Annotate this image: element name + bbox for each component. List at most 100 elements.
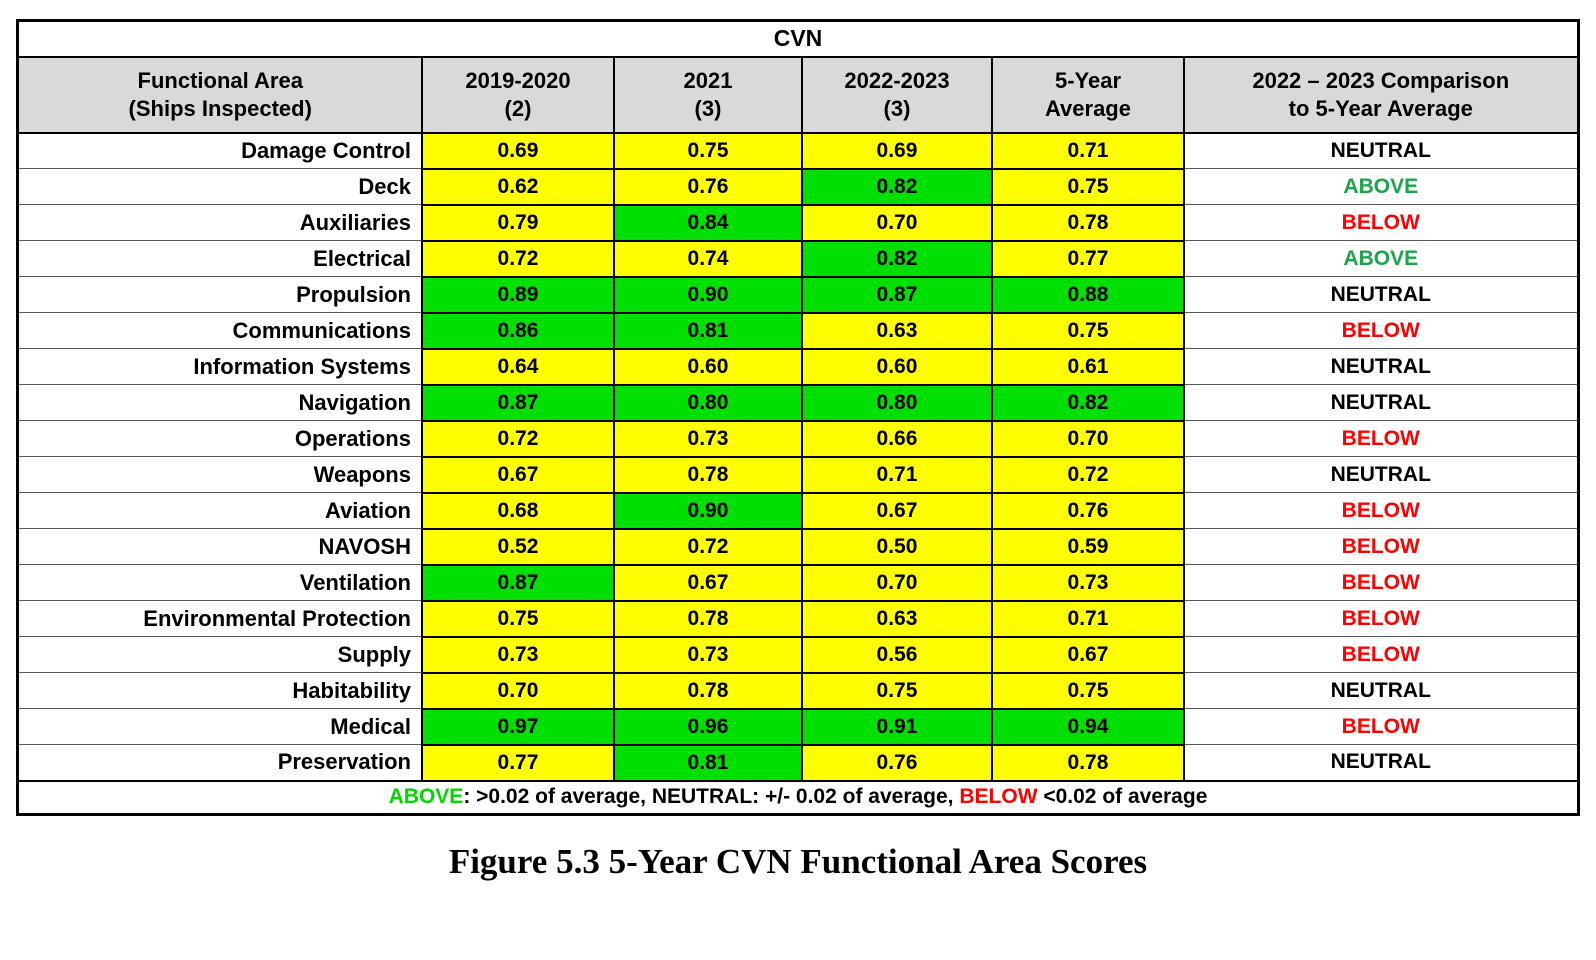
col-header-2019-2020: 2019-2020 (2) <box>420 55 615 134</box>
score-cell: 0.78 <box>990 203 1185 242</box>
header-row: Functional Area (Ships Inspected) 2019-2… <box>16 55 1580 134</box>
functional-area-label: Navigation <box>16 384 423 421</box>
score-cell: 0.72 <box>420 419 615 458</box>
score-cell: 0.78 <box>990 743 1185 782</box>
score-cell: 0.81 <box>612 743 803 782</box>
comparison-cell: NEUTRAL <box>1182 276 1580 313</box>
score-cell: 0.69 <box>800 131 993 170</box>
col-header-functional-area: Functional Area (Ships Inspected) <box>16 55 423 134</box>
table-row: Habitability 0.70 0.78 0.75 0.75 NEUTRAL <box>16 671 1580 710</box>
score-cell: 0.52 <box>420 527 615 566</box>
col-header-line: (3) <box>883 95 911 121</box>
table-row: Preservation 0.77 0.81 0.76 0.78 NEUTRAL <box>16 743 1580 782</box>
table-row: Operations 0.72 0.73 0.66 0.70 BELOW <box>16 419 1580 458</box>
comparison-cell: BELOW <box>1182 312 1580 349</box>
score-cell: 0.79 <box>420 203 615 242</box>
comparison-cell: BELOW <box>1182 564 1580 601</box>
col-header-5-year-average: 5-Year Average <box>990 55 1185 134</box>
score-cell: 0.75 <box>990 167 1185 206</box>
legend-segment-plain: <0.02 of average <box>1037 785 1208 809</box>
score-cell: 0.70 <box>990 419 1185 458</box>
score-cell: 0.72 <box>420 239 615 278</box>
score-cell: 0.80 <box>800 383 993 422</box>
functional-area-label: Medical <box>16 708 423 745</box>
score-cell: 0.75 <box>990 671 1185 710</box>
functional-area-label: Electrical <box>16 240 423 277</box>
table-row: Medical 0.97 0.96 0.91 0.94 BELOW <box>16 707 1580 746</box>
functional-area-label: Weapons <box>16 456 423 493</box>
legend-segment-above: ABOVE <box>388 785 464 809</box>
functional-area-label: Deck <box>16 168 423 205</box>
functional-area-label: Damage Control <box>16 132 423 169</box>
table-row: Auxiliaries 0.79 0.84 0.70 0.78 BELOW <box>16 203 1580 242</box>
score-cell: 0.69 <box>420 131 615 170</box>
score-cell: 0.71 <box>990 131 1185 170</box>
col-header-line: Average <box>1044 95 1131 121</box>
col-header-line: (2) <box>504 95 532 121</box>
score-cell: 0.56 <box>800 635 993 674</box>
score-cell: 0.90 <box>612 491 803 530</box>
score-cell: 0.72 <box>612 527 803 566</box>
table-row: Aviation 0.68 0.90 0.67 0.76 BELOW <box>16 491 1580 530</box>
col-header-line: 2019-2020 <box>465 68 571 93</box>
score-cell: 0.77 <box>420 743 615 782</box>
comparison-cell: BELOW <box>1182 420 1580 457</box>
score-cell: 0.71 <box>800 455 993 494</box>
table-body: Damage Control 0.69 0.75 0.69 0.71 NEUTRAL Dec… <box>16 131 1580 782</box>
score-cell: 0.75 <box>420 599 615 638</box>
comparison-cell: NEUTRAL <box>1182 672 1580 709</box>
col-header-line: 2022 – 2023 Comparison <box>1252 68 1510 93</box>
score-cell: 0.70 <box>420 671 615 710</box>
score-cell: 0.97 <box>420 707 615 746</box>
col-header-line: Functional Area <box>137 68 303 93</box>
table-row: Deck 0.62 0.76 0.82 0.75 ABOVE <box>16 167 1580 206</box>
table-row: Damage Control 0.69 0.75 0.69 0.71 NEUTRAL <box>16 131 1580 170</box>
table-row: Information Systems 0.64 0.60 0.60 0.61 NEUTR… <box>16 347 1580 386</box>
score-cell: 0.76 <box>800 743 993 782</box>
functional-area-label: Communications <box>16 312 423 349</box>
col-header-2022-2023: 2022-2023 (3) <box>800 55 993 134</box>
comparison-cell: NEUTRAL <box>1182 132 1580 169</box>
score-cell: 0.84 <box>612 203 803 242</box>
score-cell: 0.96 <box>612 707 803 746</box>
score-cell: 0.91 <box>800 707 993 746</box>
functional-area-label: Environmental Protection <box>16 600 423 637</box>
score-cell: 0.87 <box>800 275 993 314</box>
col-header-comparison: 2022 – 2023 Comparison to 5-Year Average <box>1182 55 1580 134</box>
table-row: Navigation 0.87 0.80 0.80 0.82 NEUTRAL <box>16 383 1580 422</box>
score-cell: 0.67 <box>990 635 1185 674</box>
score-cell: 0.78 <box>612 599 803 638</box>
col-header-line: (3) <box>694 95 722 121</box>
table-row: Environmental Protection 0.75 0.78 0.63 0.71… <box>16 599 1580 638</box>
table-row: NAVOSH 0.52 0.72 0.50 0.59 BELOW <box>16 527 1580 566</box>
score-cell: 0.82 <box>800 167 993 206</box>
table-title: CVN <box>16 19 1580 58</box>
score-cell: 0.88 <box>990 275 1185 314</box>
score-cell: 0.81 <box>612 311 803 350</box>
table-row: Supply 0.73 0.73 0.56 0.67 BELOW <box>16 635 1580 674</box>
score-cell: 0.89 <box>420 275 615 314</box>
functional-area-label: Propulsion <box>16 276 423 313</box>
col-header-2021: 2021 (3) <box>612 55 803 134</box>
score-cell: 0.67 <box>612 563 803 602</box>
comparison-cell: BELOW <box>1182 708 1580 745</box>
functional-area-label: Information Systems <box>16 348 423 385</box>
comparison-cell: BELOW <box>1182 204 1580 241</box>
score-cell: 0.77 <box>990 239 1185 278</box>
comparison-cell: BELOW <box>1182 492 1580 529</box>
score-cell: 0.87 <box>420 383 615 422</box>
table-row: Electrical 0.72 0.74 0.82 0.77 ABOVE <box>16 239 1580 278</box>
functional-area-label: Auxiliaries <box>16 204 423 241</box>
comparison-cell: NEUTRAL <box>1182 348 1580 385</box>
score-cell: 0.68 <box>420 491 615 530</box>
score-cell: 0.90 <box>612 275 803 314</box>
legend-segment-below: BELOW <box>959 785 1038 809</box>
functional-area-label: Operations <box>16 420 423 457</box>
comparison-cell: ABOVE <box>1182 168 1580 205</box>
functional-area-label: NAVOSH <box>16 528 423 565</box>
score-cell: 0.64 <box>420 347 615 386</box>
functional-area-label: Preservation <box>16 744 423 781</box>
score-cell: 0.61 <box>990 347 1185 386</box>
score-cell: 0.78 <box>612 455 803 494</box>
